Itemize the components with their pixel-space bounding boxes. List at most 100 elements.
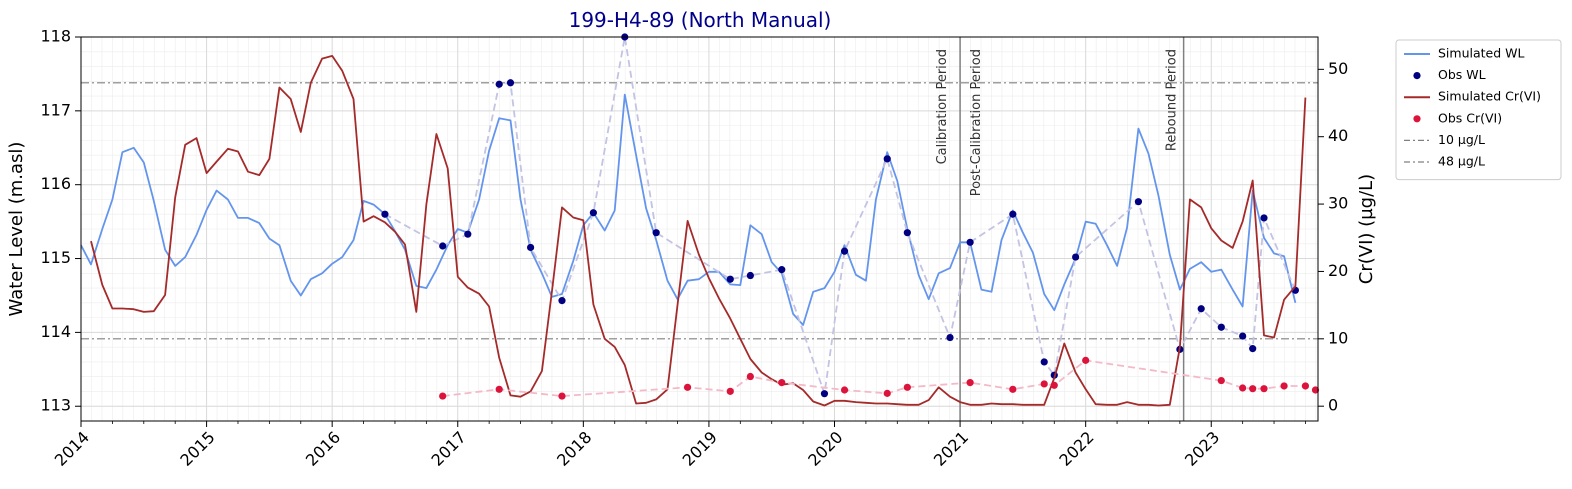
y-left-tick-label: 118 (40, 27, 71, 46)
data-point-obs-cr-vi (746, 372, 754, 381)
data-point-obs-cr-vi (1217, 376, 1225, 385)
y-left-tick-label: 116 (40, 174, 71, 193)
x-tick-label: 2015 (176, 428, 218, 470)
data-point-obs-wl (840, 247, 849, 255)
y-right-tick-label: 50 (1328, 59, 1348, 78)
data-point-obs-wl (820, 390, 829, 398)
x-tick-label: 2023 (1181, 428, 1223, 470)
data-point-obs-wl (1040, 358, 1048, 366)
data-point-obs-wl (464, 230, 472, 238)
y-right-tick-label: 40 (1328, 126, 1348, 145)
plot-frame (80, 36, 1319, 422)
series-line-simulated-cr-vi (90, 55, 1307, 407)
y-left-tick-label: 113 (40, 396, 71, 415)
y-left-tick-label: 117 (40, 100, 71, 119)
legend-label: Simulated WL (1438, 46, 1524, 61)
y-right-tick-label: 30 (1328, 194, 1348, 213)
legend-label: Obs Cr(VI) (1438, 110, 1502, 125)
data-point-obs-wl (589, 209, 597, 217)
data-point-obs-cr-vi (966, 379, 974, 387)
period-label-post-calibration-period: Post-Calibration Period (969, 49, 984, 196)
legend-label: Obs WL (1438, 67, 1486, 82)
legend-item-obs-cr-vi: Obs Cr(VI) (1413, 110, 1502, 125)
x-tick-label: 2019 (679, 428, 721, 470)
legend-item-48-g-l: 48 µg/L (1404, 154, 1485, 169)
data-point-obs-cr-vi (883, 389, 891, 397)
data-point-obs-wl (966, 238, 974, 246)
x-tick-label: 2022 (1055, 428, 1097, 470)
period-label-calibration-period: Calibration Period (935, 49, 950, 164)
data-point-obs-wl (946, 333, 954, 342)
x-tick-label: 2020 (804, 428, 846, 470)
y-right-tick-label: 0 (1328, 396, 1338, 415)
legend-item-10-g-l: 10 µg/L (1404, 132, 1485, 147)
data-point-obs-wl (526, 243, 535, 252)
data-point-obs-cr-vi (1009, 385, 1017, 393)
data-point-obs-cr-vi (439, 392, 447, 400)
series-simulated-wl (80, 93, 1297, 326)
x-tick-label: 2016 (302, 428, 344, 470)
data-point-obs-cr-vi (1249, 385, 1257, 393)
data-point-obs-wl (1239, 332, 1247, 340)
data-point-obs-cr-vi (1311, 386, 1320, 394)
y-right-tick-label: 20 (1328, 261, 1348, 280)
data-point-obs-wl (726, 275, 734, 283)
legend-label: 10 µg/L (1438, 132, 1485, 147)
data-point-obs-cr-vi (840, 386, 849, 394)
data-point-obs-wl (778, 266, 786, 274)
x-tick-label: 2018 (553, 428, 595, 470)
period-label-rebound-period: Rebound Period (1165, 49, 1180, 151)
series-layer (80, 33, 1320, 407)
data-point-obs-wl (1260, 214, 1268, 222)
series-connector-obs-cr-vi (442, 359, 1316, 398)
data-point-obs-cr-vi (903, 383, 911, 391)
data-point-obs-wl (558, 297, 566, 305)
data-point-obs-cr-vi (726, 387, 734, 395)
data-point-obs-wl (1249, 345, 1257, 353)
chart-title: 199-H4-89 (North Manual) (569, 8, 832, 32)
data-point-obs-wl (1134, 198, 1143, 206)
y-left-tick-label: 114 (40, 322, 71, 341)
data-point-obs-wl (903, 229, 911, 237)
x-tick-label: 2014 (51, 428, 93, 470)
data-point-obs-wl (506, 79, 515, 87)
data-point-obs-wl (1197, 305, 1205, 313)
data-point-obs-cr-vi (495, 385, 503, 393)
data-point-obs-wl (883, 155, 891, 163)
data-point-obs-cr-vi (558, 392, 566, 400)
series-line-simulated-wl (80, 93, 1297, 326)
data-point-obs-wl (1217, 323, 1225, 331)
legend-item-simulated-wl: Simulated WL (1404, 46, 1524, 61)
data-point-obs-cr-vi (1260, 385, 1268, 393)
data-point-obs-wl (1072, 253, 1080, 261)
legend-item-simulated-cr-vi: Simulated Cr(VI) (1404, 89, 1541, 104)
data-point-obs-cr-vi (1280, 382, 1288, 390)
legend-swatch (1413, 115, 1421, 123)
x-tick-label: 2017 (428, 428, 470, 470)
period-lines: Calibration Period Post-Calibration Perio… (935, 37, 1185, 421)
legend: Simulated WL Obs WL Simulated Cr(VI) Obs Cr… (1395, 39, 1562, 181)
grid (80, 36, 1318, 422)
data-point-obs-cr-vi (1082, 356, 1090, 364)
data-point-obs-cr-vi (683, 383, 692, 391)
data-point-obs-wl (381, 210, 389, 218)
y-left-tick-label: 115 (40, 248, 71, 267)
data-point-obs-wl (746, 271, 754, 280)
data-point-obs-wl (439, 242, 447, 250)
legend-box (1395, 39, 1562, 181)
data-point-obs-cr-vi (1301, 382, 1310, 390)
x-tick-label: 2021 (930, 428, 972, 470)
series-obs-cr-vi (439, 356, 1320, 400)
legend-label: 48 µg/L (1438, 154, 1485, 169)
series-simulated-cr-vi (90, 55, 1307, 407)
axes: 2014 2015 2016 2017 2018 2019 2020 2021 2022 2023… (40, 27, 1348, 470)
legend-item-obs-wl: Obs WL (1413, 67, 1486, 82)
legend-label: Simulated Cr(VI) (1438, 89, 1541, 104)
data-point-obs-cr-vi (1050, 381, 1058, 389)
data-point-obs-wl (1009, 210, 1017, 218)
y-right-tick-label: 10 (1328, 328, 1348, 347)
series-obs-wl (381, 33, 1299, 398)
y-axis-right-label: Cr(VI) (µg/L) (1356, 174, 1377, 284)
legend-swatch (1413, 72, 1421, 80)
